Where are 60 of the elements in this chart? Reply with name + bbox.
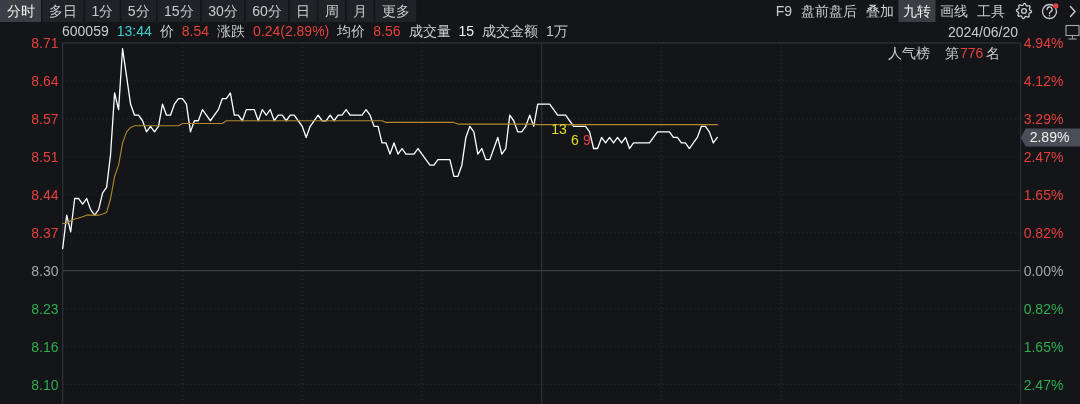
text: 60分	[252, 3, 282, 20]
text: 涨跌	[217, 23, 245, 40]
text: 画线	[940, 3, 968, 20]
y2-tick-label: 0.82%	[1023, 224, 1064, 241]
annotation: 13	[551, 120, 567, 137]
annotation: 人气榜	[888, 45, 930, 62]
text: 30分	[208, 3, 238, 20]
text: 九转	[903, 3, 931, 20]
text: 价	[158, 23, 174, 40]
annotation: 第	[945, 45, 959, 62]
y-tick-label: 8.10	[31, 376, 59, 393]
text: 分时	[6, 3, 35, 20]
y-tick-label: 8.71	[31, 35, 59, 52]
text: 周	[324, 3, 339, 20]
text: 日	[296, 3, 311, 20]
text: 成交量	[408, 23, 451, 40]
y2-tick-label: 0.00%	[1023, 262, 1064, 279]
line-series	[62, 120, 718, 225]
text: 8.56	[373, 23, 401, 40]
y-tick-label: 8.51	[31, 148, 59, 165]
text: 0.24(2.89%)	[253, 23, 330, 40]
text: 1分	[91, 3, 114, 20]
y-tick-label: 8.23	[31, 300, 59, 317]
text: 8.54	[181, 23, 210, 40]
y-tick-label: 8.16	[31, 338, 59, 355]
annotation: 名	[986, 45, 1001, 62]
y2-tick-label: 1.65%	[1023, 338, 1064, 355]
text: 工具	[977, 3, 1005, 20]
text: 1万	[546, 23, 568, 40]
y2-tick-label: 0.82%	[1023, 300, 1064, 317]
text: 叠加	[866, 3, 894, 20]
y-tick-label: 8.44	[31, 186, 59, 203]
text: 5分	[127, 3, 150, 20]
y2-tick-label: 4.12%	[1023, 72, 1064, 89]
text: 2024/06/20	[947, 24, 1019, 41]
y2-tick-label: 2.47%	[1023, 148, 1064, 165]
text: 成交金额	[482, 23, 539, 40]
annotation: 9	[583, 132, 592, 149]
text: 600059	[62, 23, 109, 40]
y2-tick-label: 4.94%	[1023, 35, 1064, 52]
annotation: 6	[571, 132, 580, 149]
y-tick-label: 8.37	[31, 224, 59, 241]
y2-tick-label: 3.29%	[1023, 110, 1064, 127]
text: 13:44	[116, 23, 152, 40]
line-series	[62, 47, 718, 250]
text: 均价	[336, 23, 366, 40]
text: F9	[775, 3, 793, 20]
y-tick-label: 8.64	[31, 72, 59, 89]
y2-tick-label: 1.65%	[1023, 186, 1064, 203]
text: 月	[353, 3, 368, 20]
text: 15	[458, 23, 475, 40]
text: 盘前盘后	[801, 3, 857, 20]
text: 15分	[164, 3, 194, 20]
y-tick-label: 8.57	[31, 110, 59, 127]
text: 更多	[381, 3, 410, 20]
text: 2.89%	[1029, 129, 1070, 146]
text: 多日	[49, 3, 77, 20]
y-tick-label: 8.30	[31, 262, 59, 279]
y2-tick-label: 2.47%	[1023, 376, 1064, 393]
annotation: 776	[960, 45, 984, 62]
